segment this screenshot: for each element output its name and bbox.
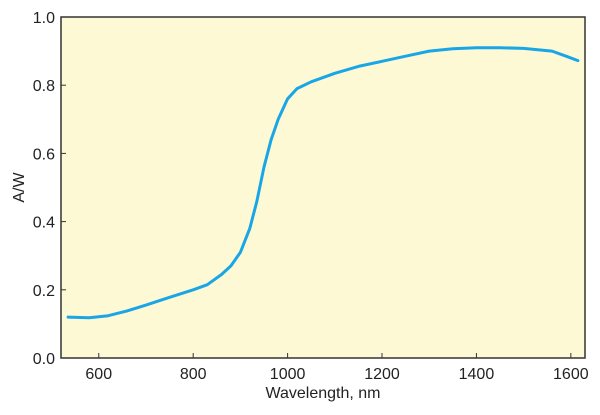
- x-tick-label: 1400: [459, 366, 495, 383]
- x-tick-label: 1600: [553, 366, 589, 383]
- series-line: [66, 46, 580, 320]
- x-tick-label: 1000: [270, 366, 306, 383]
- y-tick-label: 1.0: [33, 10, 55, 27]
- y-axis: 0.0 0.2 0.4 0.6 0.8 1.0: [33, 10, 66, 368]
- y-tick-label: 0.8: [33, 78, 55, 95]
- y-axis-title: A/W: [11, 171, 28, 202]
- x-tick-label: 600: [85, 366, 112, 383]
- x-tick-label: 800: [180, 366, 207, 383]
- y-tick-label: 0.2: [33, 283, 55, 300]
- y-tick-label: 0.6: [33, 146, 55, 163]
- y-tick-label: 0.4: [33, 215, 55, 232]
- x-axis-title: Wavelength, nm: [265, 385, 380, 402]
- y-tick-label: 0.0: [33, 351, 55, 368]
- x-axis: 600 800 1000 1200 1400 1600: [85, 353, 589, 383]
- x-tick-label: 1200: [364, 366, 400, 383]
- plot-area: [60, 16, 586, 359]
